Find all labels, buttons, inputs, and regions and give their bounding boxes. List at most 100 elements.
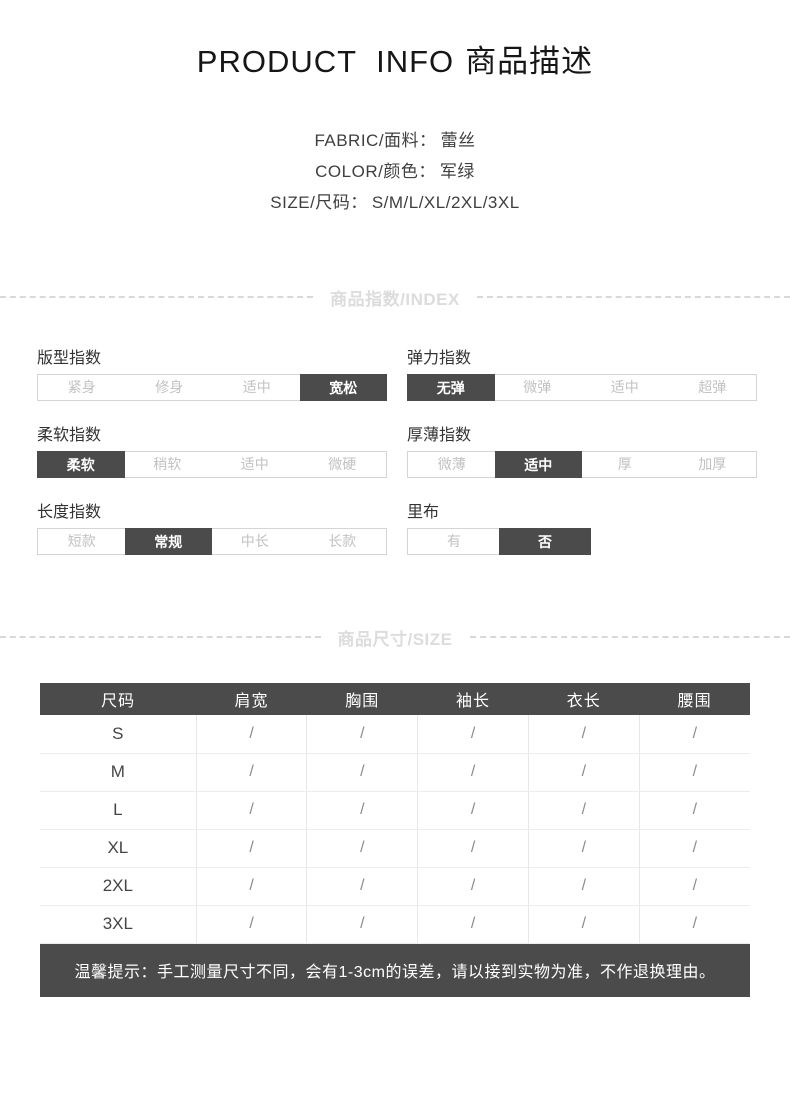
dashed-line [469,636,790,638]
index-option: 稍软 [153,456,182,472]
footer-note: 温馨提示：手工测量尺寸不同，会有1-3cm的误差，请以接到实物为准，不作退换理由… [40,943,750,997]
divider-size-title: 商品尺寸/SIZE [337,629,453,649]
table-cell: / [527,905,640,944]
index-bar-elasticity: 无弹 微弹 适中 超弹 [407,374,757,401]
index-section-thickness: 厚薄指数 微薄 适中 厚 加厚 [407,427,757,478]
table-cell: / [417,905,529,944]
table-row: M / / / / / [40,753,750,792]
spec-fabric-value: 蕾丝 [440,131,476,150]
index-option: 适中 [242,379,271,395]
table-row: S / / / / / [40,715,750,754]
table-cell: / [638,867,750,906]
index-section-title: 弹力指数 [407,350,472,367]
divider-index: 商品指数/INDEX [0,287,790,309]
product-info-page: PRODUCT INFO 商品描述 FABRIC/面料： 蕾丝 COLOR/颜色：军… [0,36,790,997]
table-cell: / [306,905,418,944]
size-label-cell: 3XL [40,905,197,944]
index-option: 无弹 [407,374,495,401]
index-option: 加厚 [698,456,727,472]
spec-size: SIZE/尺码： S/M/L/XL/2XL/3XL [0,187,790,218]
spec-color-value: 军绿 [439,162,475,181]
size-label-cell: S [40,715,197,754]
size-label-cell: XL [40,829,197,868]
index-option: 中长 [240,533,269,549]
index-option: 厚 [617,456,632,472]
table-cell: / [638,715,750,754]
table-cell: / [527,791,640,830]
index-option: 适中 [494,451,582,478]
index-bar-thickness: 微薄 适中 厚 加厚 [407,451,757,478]
index-bar-lining: 有 否 [407,528,591,555]
page-title-zh: 商品描述 [465,44,594,79]
table-cell: / [417,753,529,792]
index-option: 微硬 [328,456,357,472]
spec-list: FABRIC/面料： 蕾丝 COLOR/颜色： 军绿 SIZE/尺码： S/M/L/X… [0,125,790,218]
table-cell: / [195,791,307,830]
index-option: 修身 [155,379,184,395]
table-header-cell: 尺码 [40,683,197,715]
table-cell: / [638,829,750,868]
size-label-cell: L [40,791,197,830]
size-label-cell: 2XL [40,867,197,906]
index-section-length: 长度指数 短款 常规 中长 长款 [37,504,387,555]
index-bar-length: 短款 常规 中长 长款 [37,528,387,555]
table-cell: / [306,791,418,830]
table-header-cell: 袖长 [417,683,529,715]
size-table: 尺码 肩宽 胸围 袖长 衣长 腰围 S / / / / / M / / / [40,683,750,944]
table-cell: / [306,867,418,906]
index-grid: 版型指数 紧身 修身 适中 宽松 弹力指数 无弹 微弹 适中 超弹 柔软指数 柔… [37,350,757,555]
table-cell: / [527,715,640,754]
table-cell: / [195,905,307,944]
index-bar-fit: 紧身 修身 适中 宽松 [37,374,387,401]
table-cell: / [306,753,418,792]
index-section-softness: 柔软指数 柔软 稍软 适中 微硬 [37,427,387,478]
index-section-title: 里布 [407,504,440,521]
table-cell: / [417,829,529,868]
index-section-fit: 版型指数 紧身 修身 适中 宽松 [37,350,387,401]
index-option: 常规 [124,528,212,555]
table-row: 3XL / / / / / [40,905,750,944]
index-option: 微薄 [437,456,466,472]
divider-size: 商品尺寸/SIZE [0,627,790,649]
index-option: 短款 [67,533,96,549]
table-cell: / [638,905,750,944]
table-cell: / [417,715,529,754]
table-header-cell: 肩宽 [196,683,307,715]
index-section-elasticity: 弹力指数 无弹 微弹 适中 超弹 [407,350,757,401]
index-option: 适中 [610,379,639,395]
table-cell: / [417,791,529,830]
spec-size-label: SIZE/尺码： [270,193,368,212]
size-table-header-row: 尺码 肩宽 胸围 袖长 衣长 腰围 [40,683,750,715]
divider-index-title: 商品指数/INDEX [330,289,460,309]
dashed-line [0,296,314,298]
table-header-cell: 胸围 [306,683,418,715]
index-option: 否 [499,528,591,555]
table-cell: / [195,867,307,906]
table-cell: / [306,715,418,754]
table-row: XL / / / / / [40,829,750,868]
index-option: 超弹 [698,379,727,395]
table-cell: / [527,867,640,906]
table-cell: / [638,753,750,792]
spec-fabric-label: FABRIC/面料： [314,131,437,150]
index-section-title: 长度指数 [37,504,102,521]
index-section-title: 厚薄指数 [407,427,472,444]
index-section-lining: 里布 有 否 [407,504,757,555]
table-cell: / [527,829,640,868]
index-option: 长款 [328,533,357,549]
table-cell: / [195,715,307,754]
spec-color: COLOR/颜色： 军绿 [0,156,790,187]
spec-size-value: S/M/L/XL/2XL/3XL [371,193,520,212]
index-bar-softness: 柔软 稍软 适中 微硬 [37,451,387,478]
page-title-en: PRODUCT INFO [196,44,455,79]
index-section-title: 柔软指数 [37,427,102,444]
table-row: 2XL / / / / / [40,867,750,906]
index-option: 有 [447,533,461,549]
table-header-cell: 腰围 [639,683,750,715]
table-cell: / [195,753,307,792]
table-cell: / [306,829,418,868]
table-header-cell: 衣长 [528,683,640,715]
page-title: PRODUCT INFO 商品描述 [0,36,790,81]
index-option: 紧身 [67,379,96,395]
index-option: 适中 [240,456,269,472]
